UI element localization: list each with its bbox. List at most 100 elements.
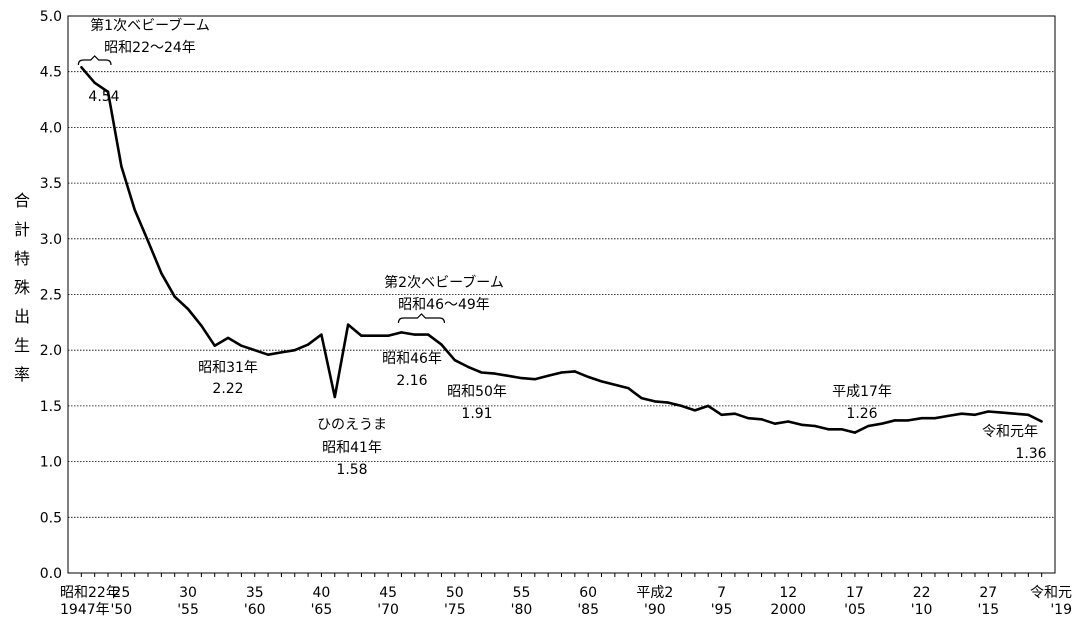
x-tick-label: '15 [977,602,999,618]
x-tick-label: '90 [644,602,666,618]
x-tick-label: 55 [513,585,531,601]
data-point [413,333,416,336]
data-point [653,400,657,403]
data-point [1027,413,1030,417]
data-point [586,375,590,379]
data-point [93,81,96,85]
tfr-series-line [80,66,1043,434]
y-tick-label: 2.5 [40,288,62,304]
data-point [720,413,723,417]
data-point [640,396,643,400]
annotation-s41-label: 昭和41年 [322,440,382,456]
data-point [440,343,443,346]
x-tick-label: '19 [1050,602,1072,618]
data-point [453,359,456,362]
data-point [987,410,990,413]
data-point [760,418,763,421]
y-tick-label: 3.5 [40,176,62,192]
y-tick-label: 1.5 [40,399,62,415]
x-tick-label: 40 [313,585,331,601]
x-tick-label: 7 [717,585,726,601]
data-point [466,365,470,369]
data-point [160,272,163,275]
x-tick-label: '75 [444,602,466,618]
y-axis-label-char: 生 [14,336,30,355]
x-tick-label: 22 [913,585,931,601]
x-tick-label: 25 [112,585,130,601]
x-tick-label: 平成2 [636,585,673,601]
annotation-s46-label: 昭和46年 [382,351,442,367]
annotation-s31-value: 2.22 [212,381,243,397]
data-point [493,372,497,375]
x-tick-label: 昭和22年 [60,585,120,601]
y-tick-label: 1.0 [40,455,62,471]
data-point [867,424,870,428]
x-tick-label: 2000 [770,602,806,618]
x-tick-label: 1947年 [60,602,110,618]
data-point [253,349,256,352]
data-point [707,404,710,408]
annotation-boom1-years: 昭和22〜24年 [104,40,196,56]
x-tick-label: '80 [511,602,533,618]
x-tick-label: 30 [179,585,197,601]
data-point [560,371,563,374]
annotation-s31-label: 昭和31年 [198,360,258,376]
data-point [773,422,777,425]
data-point [1013,412,1017,415]
data-point [186,307,190,311]
x-tick-label: 60 [579,585,597,601]
annotation-boom2-years: 昭和46〜49年 [398,297,490,313]
y-axis-label-char: 出 [14,307,30,326]
data-point [880,422,883,425]
data-point [533,377,537,381]
data-point [626,386,630,390]
data-point [386,334,390,337]
data-point [827,428,830,431]
data-point [733,412,737,415]
data-point [600,380,603,383]
data-point [306,343,310,346]
y-axis-label-char: 特 [14,249,30,268]
data-point [613,383,617,386]
bracket [77,55,112,66]
x-tick-label: 50 [446,585,464,601]
data-point [947,414,950,418]
data-point [120,165,123,168]
data-point [506,374,510,378]
data-point [266,353,270,356]
x-tick-label: '55 [177,602,199,618]
y-tick-label: 4.5 [40,65,62,81]
data-point [293,349,296,352]
data-point [920,416,923,420]
data-point [80,66,83,69]
x-tick-label: '60 [244,602,266,618]
annotation-s50-label: 昭和50年 [447,384,507,400]
annotation-s50-value: 1.91 [461,406,492,422]
y-axis-label-char: 率 [14,365,30,384]
data-point [333,395,336,399]
annotation-s46-value: 2.16 [396,373,427,389]
x-tick-label: '05 [844,602,866,618]
data-point [853,431,857,434]
y-axis-label-char: 計 [14,220,30,239]
data-point [426,333,430,336]
y-tick-label: 5.0 [40,9,62,25]
x-tick-label: 27 [979,585,997,601]
data-point [573,370,577,373]
data-point [480,371,483,374]
brackets [77,55,446,324]
data-point [520,376,523,380]
x-tick-label: '95 [711,602,733,618]
data-point [800,423,803,427]
x-tick-label: '65 [311,602,333,618]
data-point [400,331,403,334]
data-point [693,409,697,412]
data-point [226,336,230,340]
data-point [933,416,937,420]
annotation-h17-label: 平成17年 [832,384,892,400]
data-point [200,324,203,327]
annotation-r1-label: 令和元年 [982,424,1038,440]
